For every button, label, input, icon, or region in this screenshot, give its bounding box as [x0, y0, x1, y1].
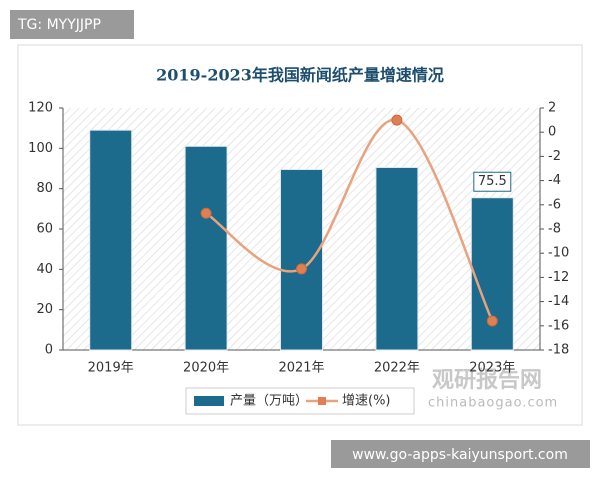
x-tick-label: 2021年: [278, 361, 324, 376]
y2-tick-label: -6: [548, 197, 561, 212]
x-tick-label: 2022年: [374, 361, 420, 376]
bar: [89, 129, 133, 351]
y2-tick-label: -12: [548, 270, 569, 285]
y2-tick-label: -18: [548, 343, 569, 358]
line-marker: [200, 207, 212, 219]
url-text: www.go-apps-kaiyunsport.com: [352, 447, 568, 463]
bar: [280, 169, 323, 351]
url-box: [331, 440, 590, 468]
legend-label: 增速(%): [342, 394, 391, 409]
y2-tick-label: -8: [548, 222, 561, 237]
y2-tick-label: 2: [548, 101, 556, 116]
x-tick-label: 2019年: [88, 361, 134, 376]
y2-tick-label: -2: [548, 149, 561, 164]
legend-marker: [318, 397, 326, 405]
tag-text: TG: MYYJJPP: [17, 17, 101, 33]
watermark-site: chinabaogao.com: [428, 396, 558, 411]
y2-tick-label: -16: [548, 318, 569, 333]
chart-title: 2019-2023年我国新闻纸产量增速情况: [156, 66, 444, 85]
line-marker: [486, 315, 498, 327]
bar: [375, 166, 419, 351]
data-label-box: [473, 171, 512, 192]
x-tick-label: 2023年: [469, 361, 515, 376]
bar: [470, 197, 514, 351]
y2-tick-label: -10: [548, 246, 569, 261]
y2-tick-label: -4: [548, 173, 561, 188]
tag-box: [10, 10, 134, 39]
watermark-name: 观研报告网: [432, 368, 542, 393]
y-tick-label: 80: [36, 181, 53, 196]
legend-swatch: [194, 396, 224, 406]
y2-tick-label: -14: [548, 294, 569, 309]
line-marker: [391, 114, 403, 126]
y-tick-label: 20: [36, 302, 53, 317]
bar: [184, 145, 228, 351]
legend-label: 产量（万吨）: [230, 394, 308, 409]
y-tick-label: 100: [28, 141, 53, 156]
data-label: 75.5: [478, 174, 507, 189]
x-tick-label: 2020年: [183, 361, 229, 376]
y2-tick-label: 0: [548, 125, 556, 140]
line-marker: [296, 263, 307, 275]
line: [205, 118, 494, 322]
y-tick-label: 40: [36, 262, 53, 277]
y-tick-label: 60: [36, 222, 53, 237]
y-tick-label: 0: [45, 343, 53, 358]
y-tick-label: 120: [28, 101, 53, 116]
